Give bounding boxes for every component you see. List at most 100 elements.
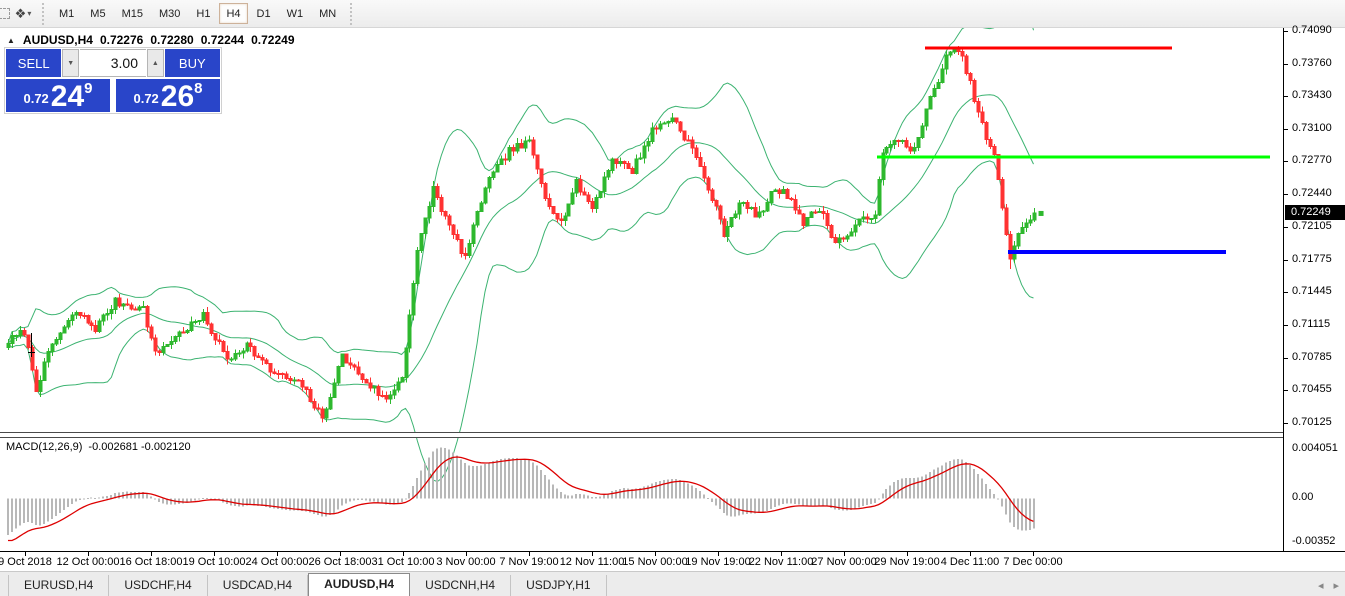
collapse-indicator-icon[interactable]: ▲ [7, 35, 15, 45]
price-axis-label: 0.73430 [1292, 89, 1332, 102]
price-axis-label: 0.73100 [1292, 121, 1332, 134]
toolbar: ❖ ▾ M1 M5 M15 M30 H1 H4 D1 W1 MN [0, 0, 1345, 28]
price-axis-label: 0.72770 [1292, 154, 1332, 167]
price-axis-label: 0.71775 [1292, 252, 1332, 265]
tab-usdcad[interactable]: USDCAD,H4 [208, 575, 309, 596]
time-axis-label: 9 Oct 2018 [0, 556, 52, 568]
timeframe-h1-button[interactable]: H1 [189, 3, 217, 24]
macd-axis-label: 0.004051 [1292, 442, 1338, 454]
caret-up-icon: ▲ [151, 59, 159, 67]
macd-histogram [7, 447, 1035, 536]
timeframe-w1-button[interactable]: W1 [280, 3, 311, 24]
tab-audusd[interactable]: AUDUSD,H4 [308, 573, 411, 596]
pane-splitter[interactable] [0, 432, 1345, 438]
price-axis-label: 0.72105 [1292, 220, 1332, 233]
time-axis-label: 24 Oct 00:00 [245, 556, 309, 568]
price-axis-tick [1284, 390, 1288, 392]
time-axis-tick [277, 552, 278, 556]
timeframe-m30-button[interactable]: M30 [152, 3, 187, 24]
timeframe-m5-button[interactable]: M5 [83, 3, 112, 24]
dropdown-caret-icon: ▾ [27, 9, 32, 18]
time-axis-tick [151, 552, 152, 556]
price-axis-label: 0.71445 [1292, 285, 1332, 298]
price-axis-label: 0.71115 [1292, 318, 1331, 331]
time-axis-label: 15 Nov 00:00 [622, 556, 688, 568]
sell-price-prefix: 0.72 [23, 91, 49, 106]
price-axis[interactable]: 0.74090 0.73760 0.73430 0.73100 0.72770 0.724… [1283, 24, 1345, 551]
price-axis-tick [1284, 422, 1288, 424]
time-axis-tick [529, 552, 530, 556]
trade-panel-price-row: 0.72 24 9 0.72 26 8 [6, 79, 220, 112]
sell-price-button[interactable]: 0.72 24 9 [6, 79, 110, 112]
chart-title: ▲ AUDUSD,H4 0.72276 0.72280 0.72244 0.72… [7, 33, 295, 47]
macd-signal-line [8, 456, 1034, 542]
buy-price-button[interactable]: 0.72 26 8 [116, 79, 220, 112]
last-price-marker [1038, 210, 1044, 216]
time-axis-tick [781, 552, 782, 556]
trade-panel: SELL ▼ ▲ BUY 0.72 24 9 0.72 26 8 [4, 47, 222, 114]
symbol-arrows-icon[interactable]: ❖ ▾ [10, 3, 36, 25]
price-axis-tick [1284, 63, 1288, 65]
time-axis-label: 16 Oct 18:00 [119, 556, 183, 568]
price-axis-tick [1284, 96, 1288, 98]
time-axis-label: 4 Dec 11:00 [940, 556, 1000, 568]
price-axis-label: 0.70455 [1292, 383, 1332, 396]
tab-usdjpy[interactable]: USDJPY,H1 [511, 575, 607, 596]
buy-price-prefix: 0.72 [133, 91, 159, 106]
price-axis-tick [1284, 128, 1288, 130]
volume-decrease-button[interactable]: ▼ [62, 49, 79, 77]
caret-down-icon: ▼ [67, 59, 75, 67]
tab-usdcnh[interactable]: USDCNH,H4 [410, 575, 512, 596]
open-value: 0.72276 [99, 33, 144, 47]
timeframe-mn-button[interactable]: MN [312, 3, 343, 24]
macd-name: MACD(12,26,9) [6, 441, 83, 453]
drawn-object[interactable] [28, 333, 35, 357]
close-value: 0.72249 [251, 33, 295, 47]
price-axis-tick [1284, 292, 1288, 294]
dashed-box-icon [0, 8, 10, 19]
time-axis-label: 7 Nov 19:00 [499, 556, 559, 568]
timeframe-m15-button[interactable]: M15 [115, 3, 150, 24]
candles[interactable] [6, 45, 1037, 423]
tabs-scroll-left[interactable]: ◂ [1317, 580, 1324, 592]
time-axis-tick [1033, 552, 1034, 556]
time-axis-tick [718, 552, 719, 556]
chart-tabs-bar: EURUSD,H4 USDCHF,H4 USDCAD,H4 AUDUSD,H4 … [0, 571, 1345, 596]
time-axis-label: 26 Oct 18:00 [308, 556, 372, 568]
time-axis-tick [655, 552, 656, 556]
arrows-glyph-icon: ❖ [14, 5, 27, 21]
price-axis-tick [1284, 194, 1288, 196]
toolbar-separator [42, 2, 47, 25]
buy-button[interactable]: BUY [164, 49, 220, 77]
time-axis[interactable]: 9 Oct 2018 12 Oct 00:00 16 Oct 18:00 19 Oct… [0, 551, 1345, 571]
volume-input[interactable] [80, 49, 146, 77]
time-axis-label: 7 Dec 00:00 [1003, 556, 1063, 568]
tab-eurusd[interactable]: EURUSD,H4 [8, 575, 110, 596]
price-chart[interactable] [0, 28, 1283, 551]
tabs-scroll-right[interactable]: ▸ [1333, 580, 1339, 592]
low-value: 0.72244 [200, 33, 245, 47]
time-axis-label: 22 Nov 11:00 [748, 556, 814, 568]
time-axis-tick [592, 552, 593, 556]
timeframe-h4-button[interactable]: H4 [219, 3, 248, 24]
high-value: 0.72280 [150, 33, 194, 47]
sell-button[interactable]: SELL [6, 49, 62, 77]
time-axis-tick [88, 552, 89, 556]
select-tool-icon[interactable] [0, 3, 10, 25]
price-axis-label: 0.73760 [1292, 56, 1332, 69]
timeframe-d1-button[interactable]: D1 [250, 3, 278, 24]
time-axis-tick [466, 552, 467, 556]
tab-usdchf[interactable]: USDCHF,H4 [109, 575, 208, 596]
price-axis-tick [1284, 325, 1288, 327]
price-axis-label: 0.70785 [1292, 350, 1332, 363]
time-axis-tick [25, 552, 26, 556]
timeframe-m1-button[interactable]: M1 [52, 3, 81, 24]
price-axis-tick [1284, 259, 1288, 261]
current-price-tag: 0.72249 [1285, 204, 1345, 220]
time-axis-tick [403, 552, 404, 556]
macd-values: -0.002681 -0.002120 [88, 441, 191, 453]
toolbar-separator [350, 2, 355, 25]
price-axis-tick [1284, 227, 1288, 229]
volume-increase-button[interactable]: ▲ [147, 49, 164, 77]
